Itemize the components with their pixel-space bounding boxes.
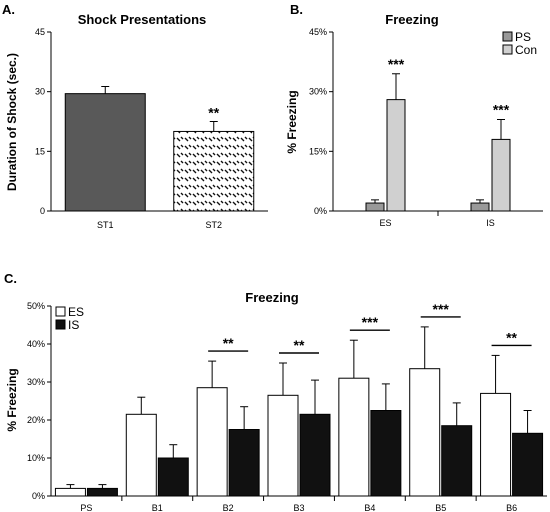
panel-c-y-tick-label: 40% [27, 339, 45, 349]
panel-a-category-label: ST2 [205, 220, 222, 230]
panel-c-legend-swatch [55, 306, 66, 317]
panel-c-ylabel: % Freezing [5, 368, 19, 431]
panel-a-bar [173, 130, 255, 212]
panel-a-y-tick-label: 45 [35, 27, 45, 37]
panel-a-letter: A. [2, 2, 15, 17]
panel-b: B. Freezing % Freezing 0% 15% 30% 45% *** ES *… [285, 2, 543, 228]
panel-b-y-tick-label: 30% [309, 87, 327, 97]
panel-a-category-label: ST1 [97, 220, 114, 230]
panel-c-significance: *** [433, 301, 450, 317]
panel-b-significance: *** [493, 102, 510, 118]
panel-b-bar-con [491, 138, 511, 212]
panel-a-y-tick-label: 0 [40, 206, 45, 216]
panel-c-y-tick-label: 20% [27, 415, 45, 425]
panel-c-bar-es [267, 394, 299, 497]
panel-c-bar-is [370, 410, 402, 497]
panel-c-category-label: B3 [293, 503, 304, 512]
panel-c-category-label: B2 [223, 503, 234, 512]
panel-b-bar-ps [365, 202, 385, 212]
panel-c-bar-es [338, 377, 370, 497]
panel-b-legend-swatch [502, 44, 513, 55]
panel-c-legend-swatch [55, 319, 66, 330]
panel-c-title: Freezing [245, 290, 299, 305]
panel-c-bar-es [196, 387, 228, 497]
panel-c-y-tick-label: 50% [27, 301, 45, 311]
panel-c-legend-label: ES [68, 305, 84, 319]
panel-a-bar [64, 93, 146, 212]
panel-c-y-tick-label: 0% [32, 491, 45, 501]
panel-b-bar-con [386, 99, 406, 212]
panel-c-bar-is [157, 457, 189, 497]
panel-c-significance: *** [362, 314, 379, 330]
panel-c-category-label: B1 [152, 503, 163, 512]
panel-c-letter: C. [4, 271, 17, 286]
panel-b-ylabel: % Freezing [285, 90, 299, 153]
panel-a-significance: ** [208, 105, 219, 121]
panel-c-axes: 0% 10% 20% 30% 40% 50% PS B1 ** B2 ** B3 *** B4 *** B5 *… [27, 301, 547, 512]
panel-b-legend-label: Con [515, 43, 537, 57]
panel-b-letter: B. [290, 2, 303, 17]
panel-c-legend-label: IS [68, 318, 79, 332]
panel-b-category-label: IS [486, 218, 495, 228]
panel-c-bar-is [299, 413, 331, 497]
panel-c: C. Freezing % Freezing 0% 10% 20% 30% 40% 50%… [4, 271, 547, 512]
panel-c-bar-is [512, 432, 544, 497]
panel-c-category-label: PS [80, 503, 92, 512]
panel-a-y-tick-label: 15 [35, 146, 45, 156]
panel-a: A. Shock Presentations Duration of Shock… [2, 2, 268, 230]
panel-c-significance: ** [223, 335, 234, 351]
panel-b-y-tick-label: 15% [309, 146, 327, 156]
panel-c-y-tick-label: 30% [27, 377, 45, 387]
panel-b-category-label: ES [379, 218, 391, 228]
panel-b-y-tick-label: 0% [314, 206, 327, 216]
panel-c-bar-is [441, 425, 473, 497]
panel-c-bar-es [54, 487, 86, 497]
panel-c-bar-es [409, 368, 441, 497]
panel-c-significance: ** [506, 329, 517, 345]
panel-c-bar-es [125, 413, 157, 497]
panel-c-y-tick-label: 10% [27, 453, 45, 463]
panel-b-legend-swatch [502, 31, 513, 42]
panel-c-category-label: B6 [506, 503, 517, 512]
panel-a-y-tick-label: 30 [35, 87, 45, 97]
panel-a-axes: 0 15 30 45 ST1 ** ST2 [35, 27, 268, 230]
panel-c-bar-es [480, 392, 512, 497]
panel-c-category-label: B5 [435, 503, 446, 512]
panel-c-category-label: B4 [364, 503, 375, 512]
panel-b-bar-ps [470, 202, 490, 212]
panel-b-significance: *** [388, 56, 405, 72]
panel-b-title: Freezing [385, 12, 439, 27]
panel-a-title: Shock Presentations [78, 12, 207, 27]
panel-c-significance: ** [294, 337, 305, 353]
panel-a-ylabel: Duration of Shock (sec.) [5, 53, 19, 191]
panel-c-bar-is [228, 429, 260, 497]
panel-b-legend-label: PS [515, 30, 531, 44]
panel-c-bar-is [86, 487, 118, 497]
panel-b-y-tick-label: 45% [309, 27, 327, 37]
